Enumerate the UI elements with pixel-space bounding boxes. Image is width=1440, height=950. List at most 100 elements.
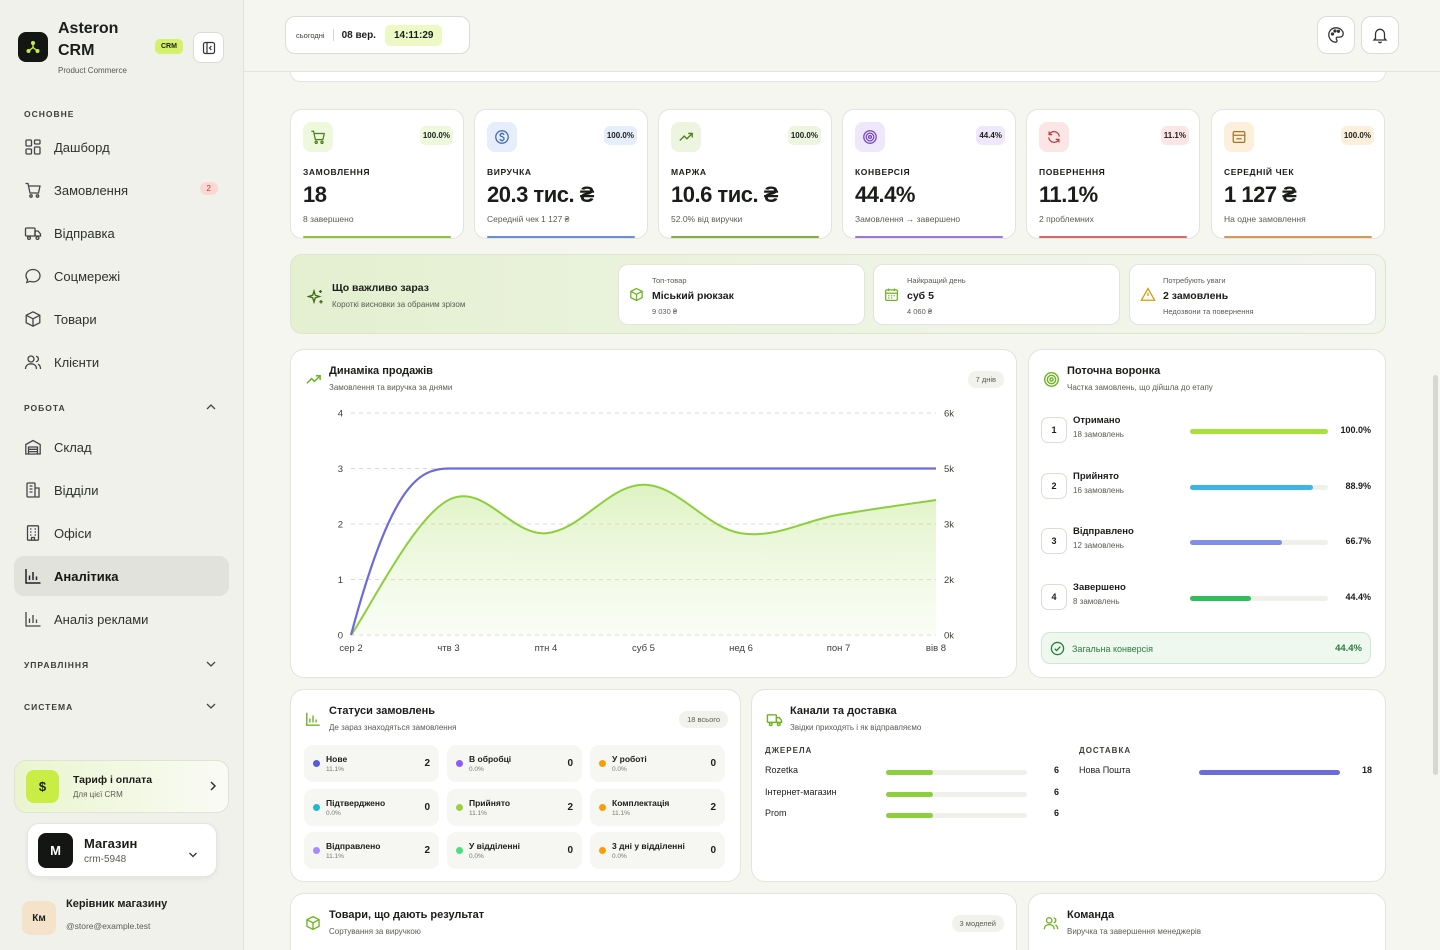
stat-accent-line <box>1039 236 1187 238</box>
current-date: 08 вер. <box>341 29 376 41</box>
status-dot <box>313 803 320 811</box>
stat-accent-line <box>303 236 451 238</box>
chevron-up-icon[interactable] <box>205 402 217 412</box>
plan-title: Тариф і оплата <box>73 774 153 786</box>
stat-card-returns[interactable]: 11.1% ПОВЕРНЕННЯ 11.1% 2 проблемних <box>1026 109 1200 239</box>
plan-billing-card[interactable]: $ Тариф і оплата Для цієї CRM <box>14 760 229 813</box>
insight-top-product[interactable]: Топ-товар Міський рюкзак 9 030 ₴ <box>618 264 865 325</box>
stat-subtitle: На одне замовлення <box>1224 214 1306 224</box>
cart-icon <box>25 182 41 198</box>
stage-progress-track <box>1190 429 1328 434</box>
avatar: Км <box>22 901 56 935</box>
sidebar-item-offices[interactable]: Офіси <box>14 513 229 553</box>
status-name: Комплектація <box>612 797 670 808</box>
stat-card-revenue[interactable]: 100.0% ВИРУЧКА 20.3 тис. ₴ Середній чек … <box>474 109 648 239</box>
sales-dynamics-panel: Динаміка продажів Замовлення та виручка … <box>290 349 1017 678</box>
x-tick-label: птн 4 <box>535 643 558 654</box>
sources-label: ДЖЕРЕЛА <box>765 746 813 755</box>
sidebar-item-ads-analytics[interactable]: Аналіз реклами <box>14 599 229 639</box>
stage-progress-fill <box>1190 540 1283 545</box>
period-chip[interactable]: 7 днів <box>967 371 1004 388</box>
status-dot <box>313 847 320 854</box>
scrollbar[interactable] <box>1433 375 1438 775</box>
sidebar-item-products[interactable]: Товари <box>14 299 229 339</box>
stat-card-conversion[interactable]: 44.4% КОНВЕРСІЯ 44.4% Замовлення → завер… <box>842 109 1016 239</box>
sidebar-item-departments[interactable]: Відділи <box>14 470 229 510</box>
stat-value: 20.3 тис. ₴ <box>487 182 594 207</box>
sidebar-item-warehouse[interactable]: Склад <box>14 427 229 467</box>
sidebar-item-label: Соцмережі <box>54 268 121 284</box>
delivery-label: ДОСТАВКА <box>1079 746 1132 755</box>
channel-bar-track <box>886 791 1027 797</box>
insights-subtitle: Короткі висновки за обраним зрізом <box>332 300 466 309</box>
brand[interactable]: Asteron CRM Product Commerce <box>18 18 128 75</box>
status-cell[interactable]: Нове 11.1% 2 <box>304 745 439 782</box>
stat-card-avg-check[interactable]: 100.0% СЕРЕДНІЙ ЧЕК 1 127 ₴ На одне замо… <box>1211 109 1385 239</box>
section-system-label[interactable]: СИСТЕМА <box>24 702 74 712</box>
status-percent: 11.1% <box>326 766 344 773</box>
chevron-down-icon[interactable] <box>205 701 217 711</box>
stage-percent: 100.0% <box>1340 425 1371 435</box>
stat-subtitle: 2 проблемних <box>1039 214 1094 224</box>
section-work-label[interactable]: РОБОТА <box>24 403 66 413</box>
sidebar-item-clients[interactable]: Клієнти <box>14 342 229 382</box>
status-count: 2 <box>567 801 573 813</box>
theme-button[interactable] <box>1317 16 1355 54</box>
insight-attention[interactable]: Потребують уваги 2 замовлень Недозвони т… <box>1129 264 1376 325</box>
delivery-row: Нова Пошта 18 <box>1079 765 1372 779</box>
chevron-right-icon <box>210 781 217 791</box>
sidebar-item-label: Товари <box>54 311 97 327</box>
stat-subtitle: 52.0% від виручки <box>671 214 743 224</box>
chevron-down-icon[interactable] <box>205 659 217 669</box>
stat-subtitle: Замовлення → завершено <box>855 214 961 224</box>
collapse-sidebar-button[interactable] <box>193 32 224 63</box>
dollar-icon: $ <box>26 770 59 803</box>
stage-count: 18 замовлень <box>1073 430 1124 439</box>
app-name: Asteron CRM <box>58 20 119 59</box>
stat-percent: 100.0% <box>419 126 453 145</box>
team-subtitle: Виручка та завершення менеджерів <box>1067 927 1201 936</box>
stat-card-margin[interactable]: 100.0% МАРЖА 10.6 тис. ₴ 52.0% від вируч… <box>658 109 832 239</box>
y-left-tick-label: 1 <box>338 575 343 586</box>
stat-label: ПОВЕРНЕННЯ <box>1039 167 1106 177</box>
revenue-line <box>350 483 937 636</box>
statuses-subtitle: Де зараз знаходяться замовлення <box>329 723 457 732</box>
section-manage-label[interactable]: УПРАВЛІННЯ <box>24 660 90 670</box>
status-cell[interactable]: Прийнято 11.1% 2 <box>447 788 582 826</box>
stage-percent: 88.9% <box>1345 481 1371 491</box>
status-cell[interactable]: В обробці 0.0% 0 <box>447 745 582 782</box>
orders-line <box>349 467 936 636</box>
store-switcher[interactable]: М Магазин crm-5948 <box>27 823 217 877</box>
x-tick-label: пон 7 <box>827 643 851 654</box>
bar-chart-icon <box>306 712 320 726</box>
stage-percent: 66.7% <box>1345 536 1371 546</box>
sidebar-item-orders[interactable]: Замовлення 2 <box>14 170 229 210</box>
date-time-widget: сьогодні 08 вер. 14:11:29 <box>285 16 470 54</box>
stat-value: 1 127 ₴ <box>1224 182 1297 207</box>
sidebar-item-shipping[interactable]: Відправка <box>14 213 229 253</box>
status-cell[interactable]: Комплектація 11.1% 2 <box>590 788 725 826</box>
notifications-button[interactable] <box>1361 16 1399 54</box>
status-cell[interactable]: Відправлено 11.1% 2 <box>304 832 439 869</box>
status-cell[interactable]: Підтверджено 0.0% 0 <box>304 788 439 826</box>
insight-label: Потребують уваги <box>1163 276 1226 285</box>
status-cell[interactable]: У відділенні 0.0% 0 <box>447 832 582 869</box>
sidebar-item-analytics[interactable]: Аналітика <box>14 556 229 596</box>
stat-card-orders[interactable]: 100.0% ЗАМОВЛЕННЯ 18 8 завершено <box>290 109 464 239</box>
stat-label: ЗАМОВЛЕННЯ <box>303 167 371 177</box>
palette-icon <box>1328 27 1344 43</box>
sidebar-item-label: Відправка <box>54 225 115 241</box>
status-cell[interactable]: 3 дні у відділенні 0.0% 0 <box>590 832 725 869</box>
channel-bar-track <box>886 813 1027 818</box>
sidebar-item-label: Офіси <box>54 525 92 541</box>
status-cell[interactable]: У роботі 0.0% 0 <box>590 745 725 782</box>
insight-best-day[interactable]: Найкращий день суб 5 4 060 ₴ <box>873 264 1120 325</box>
refresh-icon <box>1048 131 1060 143</box>
sidebar-item-dashboard[interactable]: Дашборд <box>14 127 229 167</box>
sidebar-item-social[interactable]: Соцмережі <box>14 256 229 296</box>
statuses-title: Статуси замовлень <box>329 705 436 717</box>
status-name: В обробці <box>469 754 512 764</box>
total-conversion-label: Загальна конверсія <box>1072 644 1154 654</box>
stage-percent: 44.4% <box>1345 592 1371 602</box>
user-profile[interactable]: Км Керівник магазину @store@example.test <box>22 898 167 935</box>
